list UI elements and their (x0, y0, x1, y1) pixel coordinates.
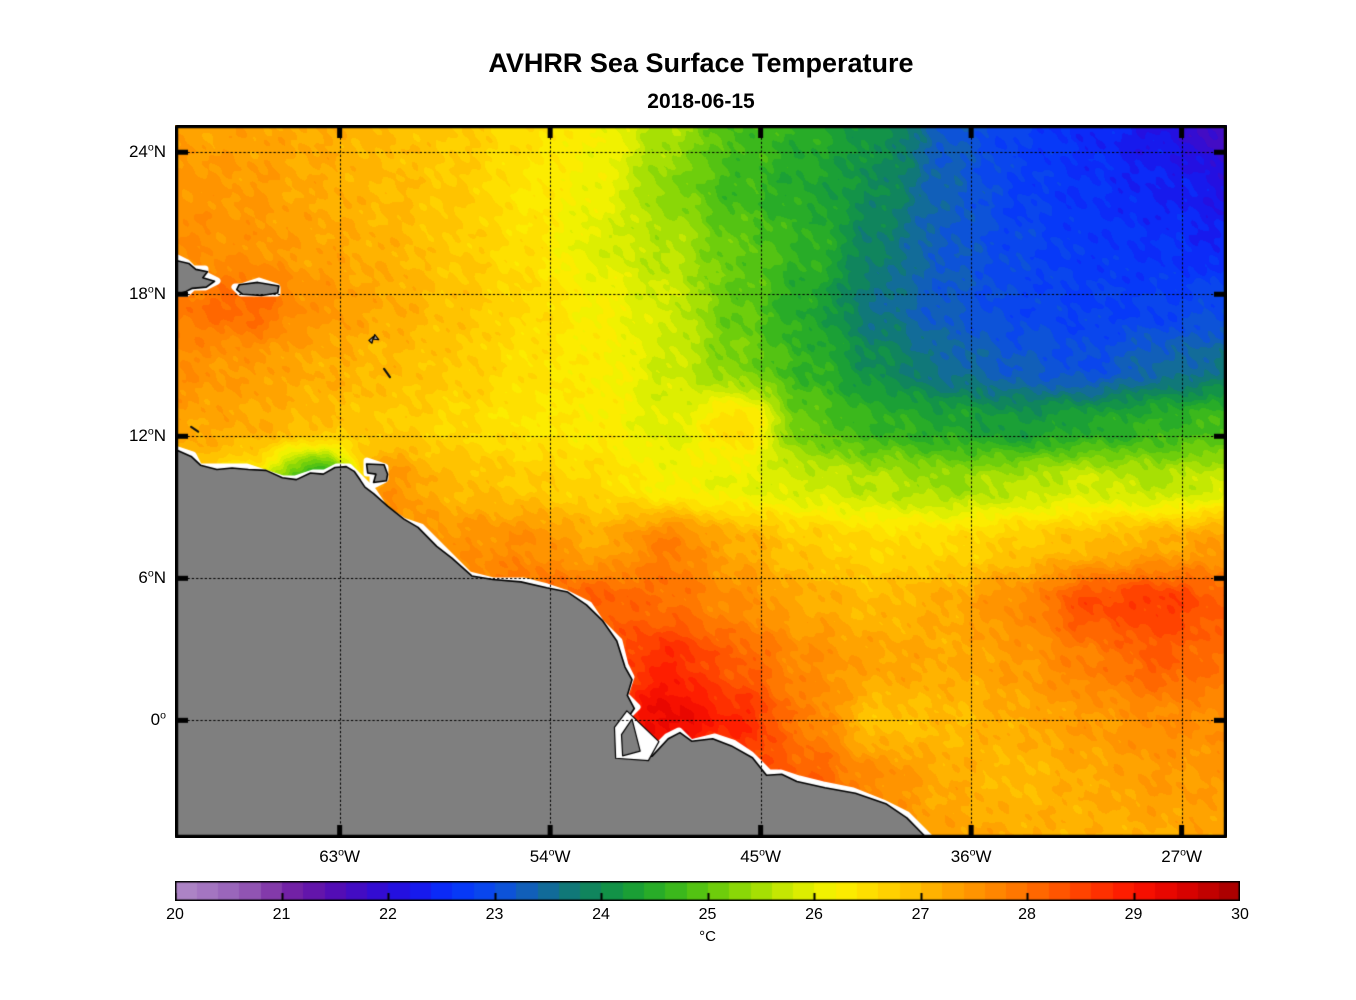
y-axis-tick-label: 24oN (128, 141, 166, 162)
sst-map-canvas (175, 125, 1227, 838)
x-axis-tick-label: 63oW (319, 846, 361, 866)
x-axis-tick-label: 54oW (529, 846, 571, 866)
colorbar-tick-label: 28 (1018, 906, 1036, 923)
colorbar-unit-label: °C (699, 928, 716, 945)
chart-subtitle: 2018-06-15 (647, 90, 755, 113)
colorbar-tick-label: 20 (166, 906, 184, 923)
y-axis-tick-label: 6oN (138, 567, 166, 588)
y-axis-tick-label: 0o (150, 709, 166, 730)
x-axis-tick-label: 36oW (950, 846, 992, 866)
x-axis-tick-label: 27oW (1161, 846, 1203, 866)
colorbar-tick-label: 22 (379, 906, 397, 923)
y-axis-tick-label: 18oN (128, 283, 166, 304)
colorbar-tick-label: 27 (911, 906, 930, 923)
colorbar-tick-label: 25 (698, 906, 717, 923)
colorbar-tick-label: 29 (1124, 906, 1143, 923)
x-axis-tick-label: 45oW (740, 846, 782, 866)
colorbar-tick-label: 30 (1231, 906, 1249, 923)
colorbar-tick-label: 21 (272, 906, 291, 923)
chart-title: AVHRR Sea Surface Temperature (488, 48, 914, 78)
colorbar-tick-label: 26 (805, 906, 823, 923)
y-axis-tick-label: 12oN (128, 425, 166, 446)
colorbar-tick-label: 23 (485, 906, 504, 923)
colorbar-canvas (175, 881, 1240, 901)
colorbar-tick-label: 24 (592, 906, 610, 923)
